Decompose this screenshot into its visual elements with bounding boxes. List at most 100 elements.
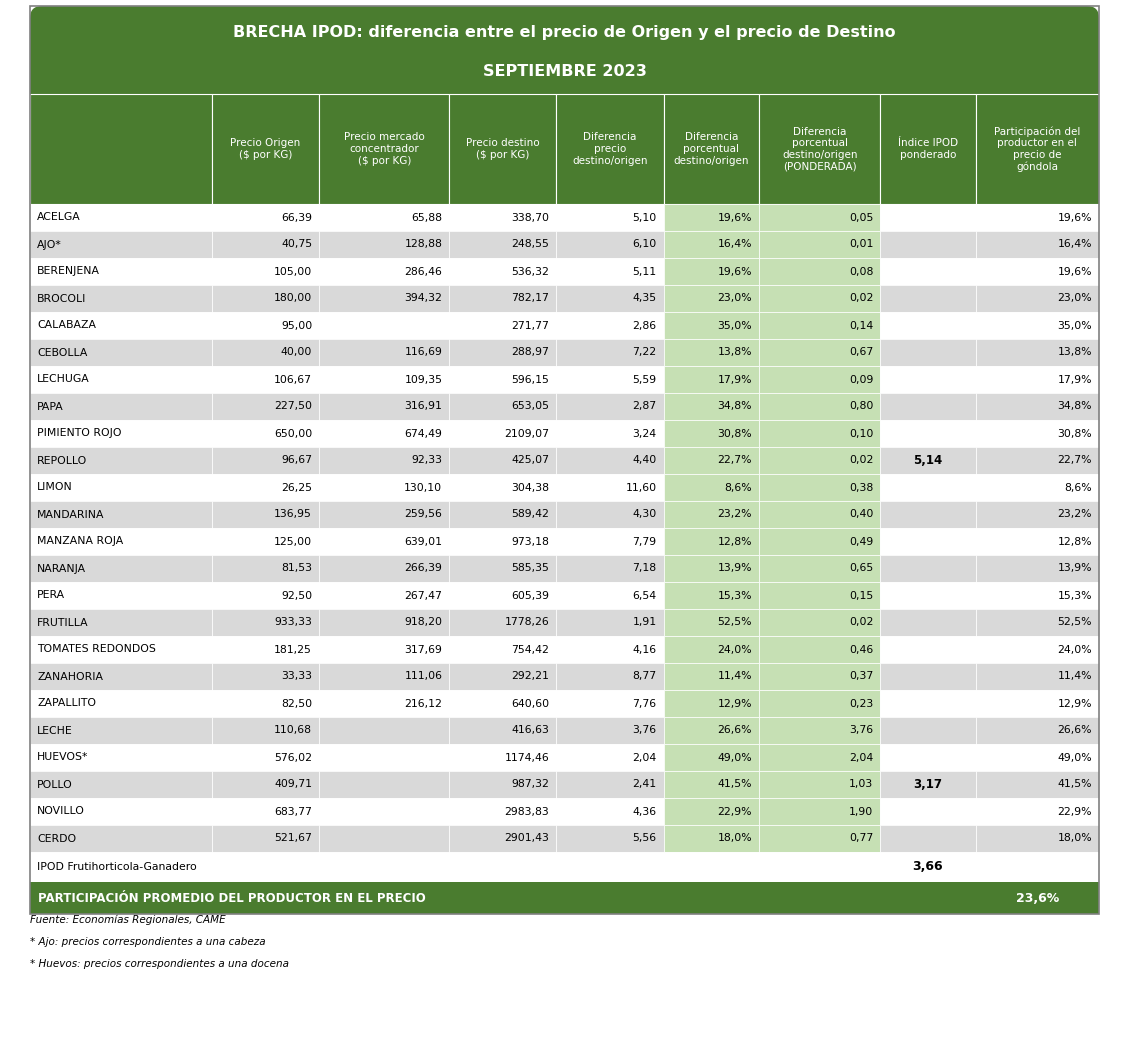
Text: 22,9%: 22,9% [718, 806, 752, 817]
Text: 267,47: 267,47 [404, 591, 443, 601]
Bar [30, 690, 212, 717]
Bar [30, 798, 212, 825]
Text: 116,69: 116,69 [404, 348, 443, 357]
Text: 425,07: 425,07 [511, 455, 550, 466]
Text: 3,24: 3,24 [632, 428, 657, 439]
Text: 596,15: 596,15 [511, 375, 550, 384]
Bar [975, 231, 1099, 258]
Text: PIMIENTO ROJO: PIMIENTO ROJO [37, 428, 122, 439]
Text: NARANJA: NARANJA [37, 563, 86, 574]
Text: 34,8%: 34,8% [718, 401, 752, 411]
Text: 18,0%: 18,0% [1058, 833, 1092, 844]
Bar [881, 690, 975, 717]
Text: 0,40: 0,40 [849, 510, 873, 519]
Bar [557, 94, 664, 204]
Text: 19,6%: 19,6% [1058, 213, 1092, 223]
Text: 1174,46: 1174,46 [505, 753, 550, 762]
Text: 136,95: 136,95 [274, 510, 312, 519]
Text: FRUTILLA: FRUTILLA [37, 618, 88, 627]
Bar [881, 744, 975, 771]
Text: 15,3%: 15,3% [718, 591, 752, 601]
Bar [881, 94, 975, 204]
Text: 0,49: 0,49 [849, 536, 873, 547]
Text: 1,03: 1,03 [849, 780, 873, 789]
Bar [557, 690, 664, 717]
Text: 40,00: 40,00 [281, 348, 312, 357]
Bar [759, 285, 881, 312]
Text: Diferencia
precio
destino/origen: Diferencia precio destino/origen [572, 132, 648, 165]
Bar [212, 420, 320, 447]
Bar [975, 420, 1099, 447]
Bar [30, 636, 212, 663]
Text: 8,77: 8,77 [632, 671, 657, 682]
Text: HUEVOS*: HUEVOS* [37, 753, 88, 762]
Bar [557, 771, 664, 798]
Text: 125,00: 125,00 [274, 536, 312, 547]
Bar [449, 771, 557, 798]
Bar [557, 636, 664, 663]
Bar [664, 393, 759, 420]
Text: 2,87: 2,87 [632, 401, 657, 411]
Bar [881, 502, 975, 528]
Bar [320, 555, 449, 582]
Bar [881, 447, 975, 474]
Bar [30, 717, 212, 744]
Bar [975, 771, 1099, 798]
Text: 13,9%: 13,9% [1058, 563, 1092, 574]
Bar [881, 771, 975, 798]
Text: 2983,83: 2983,83 [505, 806, 550, 817]
Bar [212, 502, 320, 528]
Bar [557, 393, 664, 420]
Bar [449, 231, 557, 258]
Bar [881, 528, 975, 555]
Text: BERENJENA: BERENJENA [37, 267, 100, 276]
Text: 2,04: 2,04 [632, 753, 657, 762]
Bar [759, 474, 881, 502]
Bar [320, 94, 449, 204]
Bar [975, 636, 1099, 663]
Bar [557, 339, 664, 366]
Bar [759, 582, 881, 609]
Bar [759, 744, 881, 771]
Text: 782,17: 782,17 [511, 293, 550, 304]
Bar [881, 474, 975, 502]
Text: 4,16: 4,16 [632, 645, 657, 654]
Text: 987,32: 987,32 [511, 780, 550, 789]
Bar [30, 609, 212, 636]
Bar [975, 555, 1099, 582]
Text: * Huevos: precios correspondientes a una docena: * Huevos: precios correspondientes a una… [30, 959, 289, 970]
Bar [30, 94, 212, 204]
Bar [557, 825, 664, 852]
Text: Precio Origen
($ por KG): Precio Origen ($ por KG) [230, 138, 300, 160]
Bar [664, 717, 759, 744]
Bar [449, 339, 557, 366]
Text: 34,8%: 34,8% [1058, 401, 1092, 411]
Text: 0,14: 0,14 [849, 320, 873, 331]
Bar [449, 285, 557, 312]
Text: 16,4%: 16,4% [1058, 240, 1092, 249]
FancyBboxPatch shape [30, 6, 1099, 94]
Text: 3,17: 3,17 [913, 778, 943, 790]
Bar [664, 447, 759, 474]
Text: 17,9%: 17,9% [718, 375, 752, 384]
Bar [30, 231, 212, 258]
Bar [320, 528, 449, 555]
Text: 933,33: 933,33 [274, 618, 312, 627]
Bar [449, 94, 557, 204]
Bar [759, 447, 881, 474]
Text: 316,91: 316,91 [404, 401, 443, 411]
Bar [212, 204, 320, 231]
Bar [975, 744, 1099, 771]
Bar [557, 312, 664, 339]
Bar [759, 690, 881, 717]
Text: 304,38: 304,38 [511, 483, 550, 492]
Bar [320, 420, 449, 447]
Text: 0,02: 0,02 [849, 293, 873, 304]
Bar [320, 744, 449, 771]
Text: 271,77: 271,77 [511, 320, 550, 331]
Text: 259,56: 259,56 [404, 510, 443, 519]
Text: 18,0%: 18,0% [718, 833, 752, 844]
Bar [449, 366, 557, 393]
Bar [664, 204, 759, 231]
Bar [759, 528, 881, 555]
